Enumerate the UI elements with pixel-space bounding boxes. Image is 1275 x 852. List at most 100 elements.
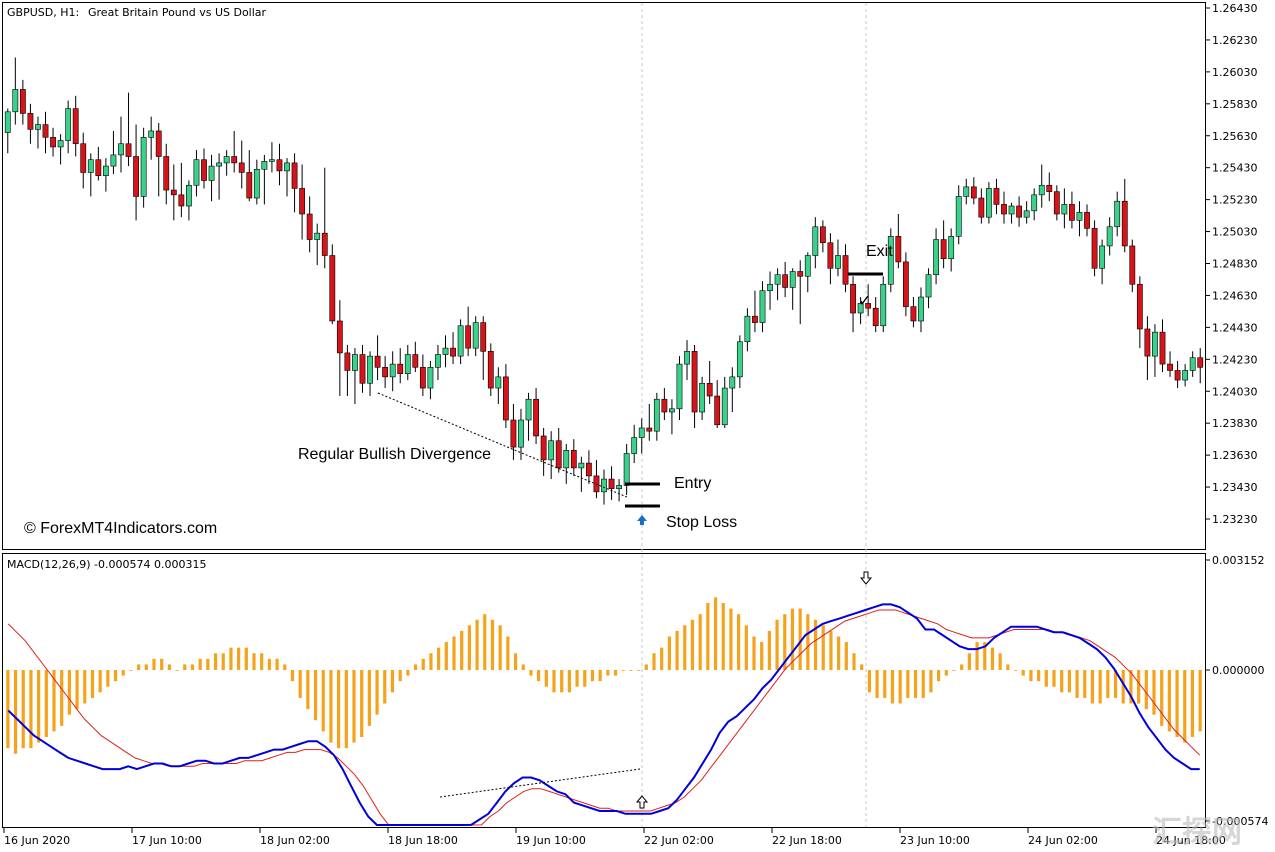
candle-body-bear (661, 398, 668, 413)
histogram-bar (783, 614, 787, 670)
histogram-bar (152, 658, 156, 670)
histogram-bar (21, 670, 25, 749)
histogram-bar (60, 670, 64, 726)
candle (495, 367, 502, 405)
candle (367, 351, 373, 397)
candle-body-bull (767, 283, 773, 291)
candle (1159, 319, 1166, 373)
candle-body-bull (759, 290, 766, 323)
candle (110, 130, 117, 175)
candle-body-bear (397, 363, 404, 374)
candle (148, 116, 155, 160)
histogram-bar (621, 670, 625, 671)
candle (1023, 201, 1030, 224)
candle (269, 142, 275, 173)
candle (1152, 324, 1158, 377)
histogram-bar (1106, 670, 1110, 698)
histogram-bar (113, 670, 118, 682)
price-divergence-line (377, 392, 628, 498)
candle-body-bear (1144, 328, 1151, 357)
candle-body-bull (548, 440, 555, 461)
candle (812, 217, 819, 269)
candle-body-bull (261, 161, 268, 170)
candles-layer (4, 57, 1204, 505)
candle (910, 297, 917, 328)
candle-body-bear (819, 226, 826, 244)
divergence-label: Regular Bullish Divergence (298, 446, 491, 463)
histogram-bar (390, 670, 395, 693)
candle (1038, 164, 1045, 208)
candle (125, 92, 132, 167)
histogram-bar (960, 664, 964, 670)
candle (767, 271, 773, 310)
histogram-bar (675, 630, 679, 670)
histogram-bar (898, 670, 902, 704)
candle (306, 196, 313, 253)
candle-body-bear (895, 236, 902, 263)
histogram-bar (213, 653, 218, 670)
histogram-bar (1198, 670, 1202, 732)
candle-body-bull (1189, 357, 1196, 371)
candle (336, 300, 343, 397)
candle-body-bull (314, 232, 321, 240)
y-tick-label: 1.25430 (1212, 162, 1258, 175)
x-tick-label: 16 Jun 2020 (4, 834, 70, 847)
histogram-bar (75, 670, 79, 710)
candle-body-bull (623, 453, 630, 486)
histogram-bar (690, 619, 695, 670)
candle (1136, 276, 1143, 349)
candle-body-bull (699, 382, 706, 413)
histogram-bar (806, 614, 810, 670)
candle (502, 364, 509, 428)
histogram-bar (467, 625, 471, 670)
candle-body-bear (1136, 283, 1143, 330)
candle-body-bull (804, 255, 811, 277)
histogram-bar (321, 670, 325, 732)
candle (102, 158, 109, 192)
y-tick-label: 1.24030 (1212, 385, 1258, 398)
candle-body-bear (19, 89, 26, 114)
y-tick-label: 1.26430 (1212, 2, 1258, 15)
y-tick-label: 1.24630 (1212, 289, 1258, 302)
candle-body-bull (1023, 210, 1030, 218)
histogram-bar (344, 670, 348, 749)
candle-body-bear (646, 427, 653, 432)
candle-body-bull (925, 274, 932, 298)
candle-body-bull (880, 283, 887, 327)
candle (321, 167, 328, 269)
histogram-bar (1190, 670, 1195, 738)
candle-body-bear (910, 306, 917, 322)
candle-body-bear (782, 274, 789, 288)
candle-body-bear (231, 156, 238, 164)
buy-arrow-icon (637, 515, 647, 525)
candle-body-bull (736, 341, 743, 378)
histogram-bar (29, 670, 33, 749)
candle (540, 427, 547, 476)
exit-label: Exit (866, 243, 893, 260)
candle-body-bull (563, 450, 570, 469)
stop-loss-label: Stop Loss (666, 514, 737, 531)
candle-body-bear (95, 159, 102, 176)
candle-body-bear (1121, 200, 1128, 247)
candle-body-bear (321, 232, 328, 256)
histogram-bar (937, 670, 941, 682)
histogram-bar (590, 670, 595, 682)
candle (231, 130, 238, 173)
candle-body-bull (1114, 200, 1121, 228)
y-tick-label: 1.23430 (1212, 481, 1258, 494)
histogram-bar (506, 636, 510, 670)
candle (487, 343, 494, 397)
price-pane-frame (2, 2, 1206, 550)
candle-body-bear (133, 156, 139, 197)
candle (1106, 217, 1113, 256)
histogram-bar (1129, 670, 1133, 704)
candle (465, 306, 472, 357)
candle (419, 354, 426, 397)
macd-title: MACD(12,26,9) -0.000574 0.000315 (7, 558, 206, 571)
histogram-bar (290, 670, 295, 682)
candle-body-bull (1152, 331, 1158, 357)
candle (865, 284, 872, 317)
candle (789, 268, 796, 310)
candle (118, 116, 124, 173)
